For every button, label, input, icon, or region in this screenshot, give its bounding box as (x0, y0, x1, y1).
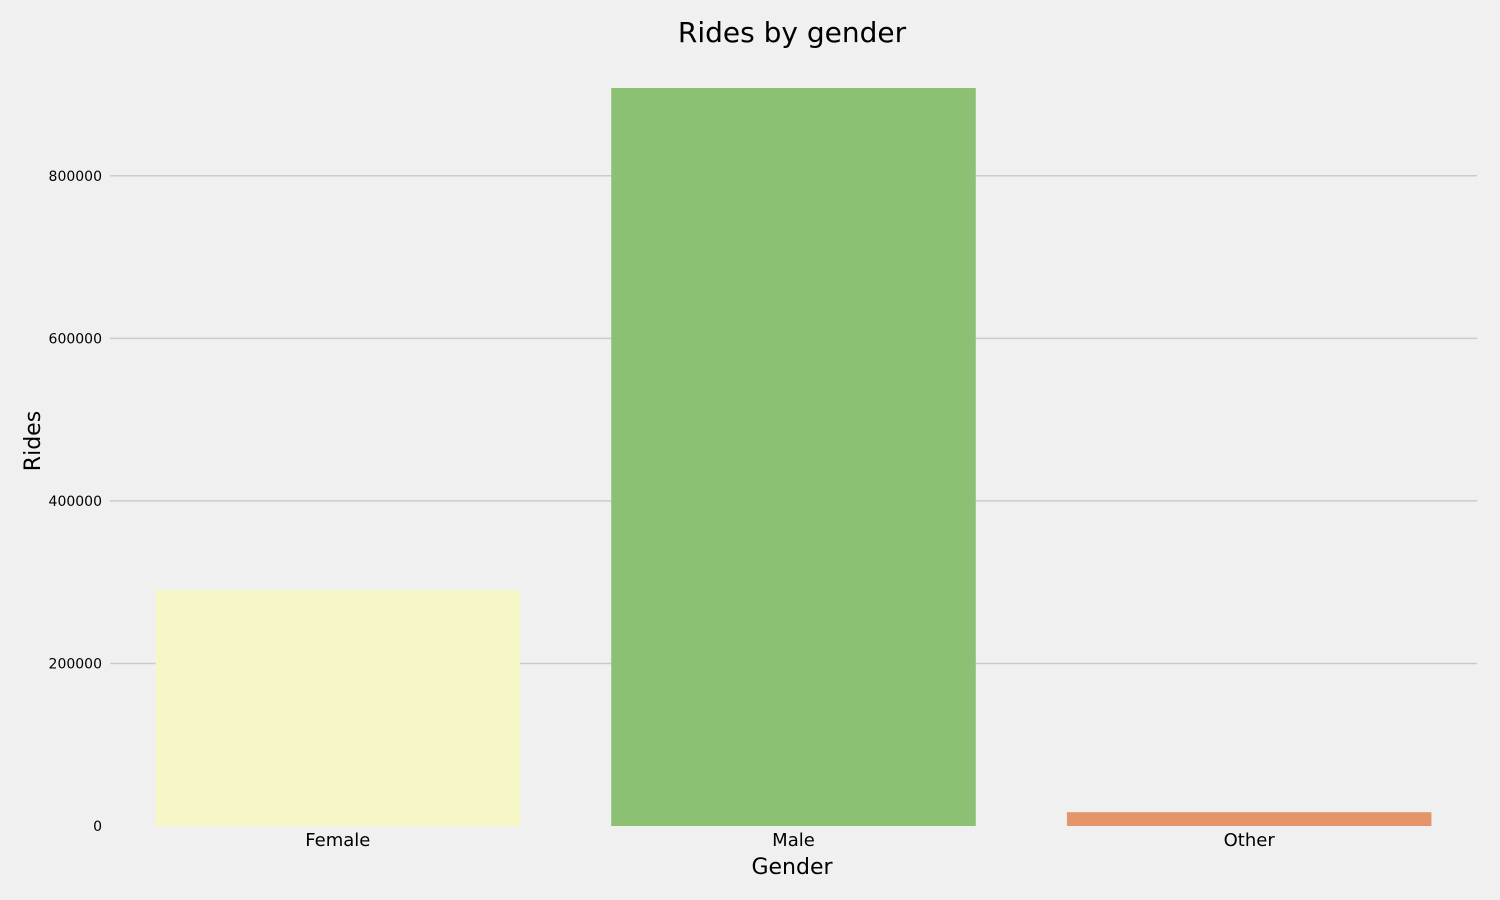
y-axis-label: Rides (21, 411, 46, 471)
y-tick-label: 600000 (49, 331, 102, 347)
chart-title: Rides by gender (678, 16, 907, 49)
y-tick-label: 400000 (49, 494, 102, 510)
x-tick-labels: Female Male Other (305, 830, 1275, 851)
bar-female (155, 590, 521, 826)
x-tick-label-other: Other (1224, 830, 1276, 851)
bar-male (611, 88, 976, 826)
x-axis-label: Gender (751, 855, 833, 880)
y-tick-label: 800000 (49, 169, 102, 185)
x-tick-label-female: Female (305, 830, 370, 851)
y-tick-label: 200000 (49, 656, 102, 672)
y-tick-label: 0 (93, 819, 102, 835)
bars (155, 88, 1432, 826)
bar-other (1066, 812, 1432, 826)
y-tick-labels: 0 200000 400000 600000 800000 (49, 169, 102, 835)
x-tick-label-male: Male (772, 830, 815, 851)
